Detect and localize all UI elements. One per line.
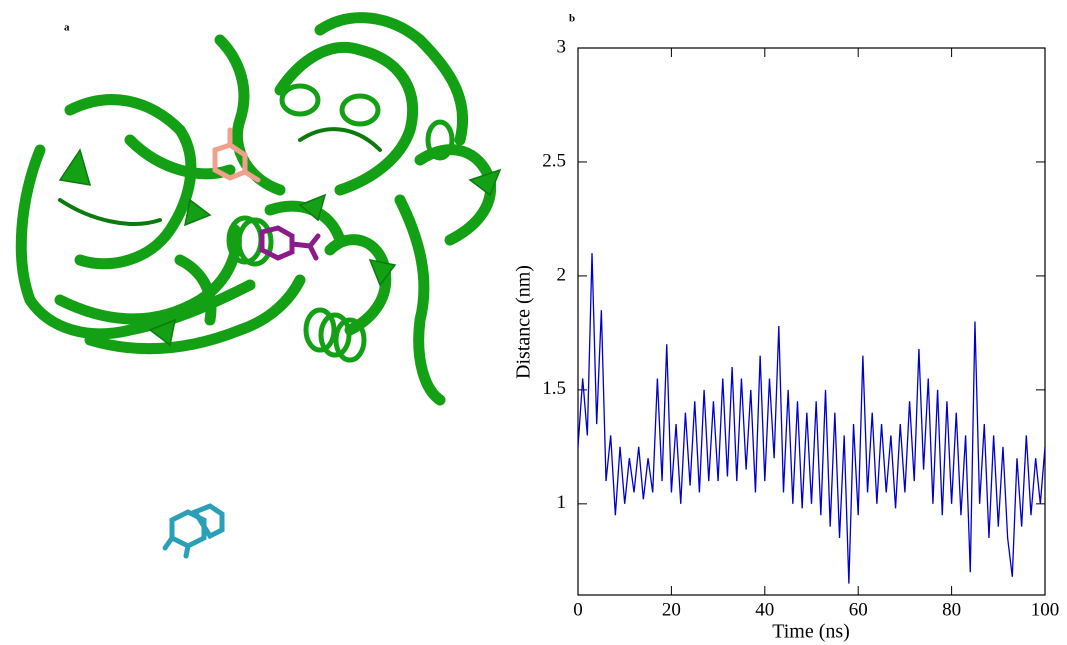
x-tick-label: 100: [1031, 599, 1060, 620]
ligand-cyan: [162, 503, 225, 559]
x-tick-label: 0: [573, 599, 583, 620]
x-axis-title: Time (ns): [772, 621, 850, 643]
x-tick-label: 20: [662, 599, 681, 620]
x-tick-label: 80: [942, 599, 961, 620]
x-tick-label: 40: [755, 599, 774, 620]
panel-label: b: [569, 13, 575, 25]
ligand-purple: [259, 225, 321, 261]
y-tick-label: 2.5: [542, 150, 566, 171]
x-tick-label: 60: [849, 599, 868, 620]
ligand-pink: [212, 127, 261, 183]
y-tick-label: 3: [557, 36, 567, 57]
plot-frame: [577, 47, 1046, 596]
y-tick-label: 1.5: [542, 378, 566, 399]
protein-structure: [15, 12, 502, 406]
data-line: [577, 253, 1046, 584]
y-tick-label: 1: [557, 492, 567, 513]
y-tick-label: 2: [557, 264, 567, 285]
panel-label: a: [64, 22, 70, 34]
y-axis-title: Distance (nm): [513, 265, 535, 379]
